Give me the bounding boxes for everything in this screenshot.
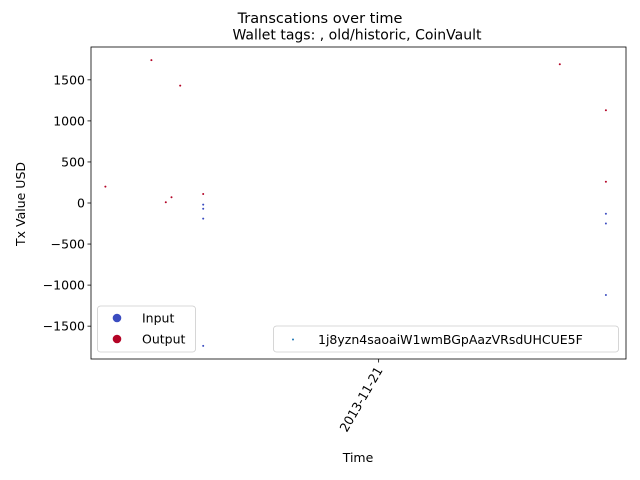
data-point-output <box>604 109 607 112</box>
x-tick-label: 2013-11-21 <box>336 364 385 434</box>
plot-area: −1500 −1000 −500 0 500 1000 1500 2013-11-21 Inpu… <box>43 46 627 434</box>
data-point-input <box>604 222 607 225</box>
data-point-output <box>150 59 153 62</box>
y-tick-label: −1000 <box>43 278 85 293</box>
data-point-input <box>202 207 205 210</box>
y-tick-label: 1000 <box>53 113 85 128</box>
legend-label-input: Input <box>142 311 174 326</box>
data-point-output <box>558 63 561 66</box>
y-axis-label: Tx Value USD <box>13 162 28 247</box>
y-tick-label: 1500 <box>53 72 85 87</box>
chart-title: Transcations over time <box>237 11 403 27</box>
data-point-output <box>104 185 107 188</box>
legend-marker-address <box>292 338 294 341</box>
legend-address <box>273 325 619 353</box>
x-axis-label: Time <box>342 450 374 465</box>
data-point-input <box>202 344 205 347</box>
data-point-output <box>604 180 607 183</box>
data-point-input <box>202 217 205 220</box>
data-point-output <box>202 193 205 195</box>
legend-marker-input <box>112 313 122 323</box>
data-point-input <box>604 212 607 215</box>
legend-marker-output <box>112 334 122 344</box>
y-tick-label: 500 <box>61 154 85 169</box>
legend-label-output: Output <box>142 332 186 347</box>
legend-label-address: 1j8yzn4saoaiW1wmBGpAazVRsdUHCUE5F <box>318 332 583 347</box>
y-tick-label: 0 <box>77 196 85 211</box>
legend-categories <box>97 305 196 353</box>
data-point-input <box>604 294 607 296</box>
data-point-output <box>164 201 167 204</box>
data-point-input <box>202 203 205 206</box>
chart-subtitle: Wallet tags: , old/historic, CoinVault <box>232 28 482 44</box>
y-tick-label: −500 <box>51 237 85 252</box>
data-point-output <box>179 84 182 87</box>
data-point-output <box>170 196 173 199</box>
y-tick-label: −1500 <box>43 319 85 334</box>
